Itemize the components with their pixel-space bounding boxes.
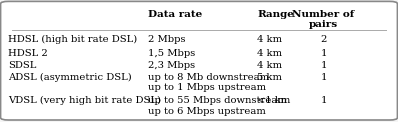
Text: SDSL: SDSL [8, 61, 37, 70]
Text: 4 km: 4 km [258, 49, 283, 58]
Text: up to 55 Mbps downstream
up to 6 Mbps upstream: up to 55 Mbps downstream up to 6 Mbps up… [148, 96, 287, 116]
Text: 1: 1 [320, 49, 327, 58]
Text: 2: 2 [320, 35, 327, 44]
Text: VDSL (very high bit rate DSL): VDSL (very high bit rate DSL) [8, 96, 161, 105]
Text: 1: 1 [320, 73, 327, 81]
Text: 2 Mbps: 2 Mbps [148, 35, 186, 44]
Text: Data rate: Data rate [148, 10, 203, 19]
Text: Range: Range [258, 10, 294, 19]
Text: up to 8 Mb downstream
up to 1 Mbps upstream: up to 8 Mb downstream up to 1 Mbps upstr… [148, 73, 269, 92]
Text: 1: 1 [320, 61, 327, 70]
Text: HDSL (high bit rate DSL): HDSL (high bit rate DSL) [8, 35, 138, 44]
Text: 5 km: 5 km [258, 73, 282, 81]
Text: HDSL 2: HDSL 2 [8, 49, 48, 58]
Text: 1: 1 [320, 96, 327, 105]
Text: ADSL (asymmetric DSL): ADSL (asymmetric DSL) [8, 73, 132, 82]
Text: 1,5 Mbps: 1,5 Mbps [148, 49, 196, 58]
Text: 2,3 Mbps: 2,3 Mbps [148, 61, 195, 70]
Text: <1 km: <1 km [258, 96, 291, 105]
Text: 4 km: 4 km [258, 35, 283, 44]
Text: 4 km: 4 km [258, 61, 283, 70]
FancyBboxPatch shape [0, 1, 398, 120]
Text: Number of
pairs: Number of pairs [293, 10, 355, 29]
